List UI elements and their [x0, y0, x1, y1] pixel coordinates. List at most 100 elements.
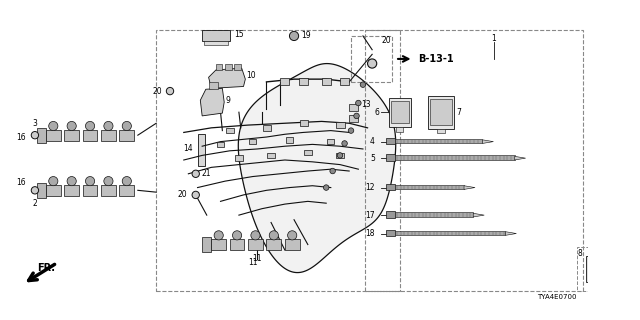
- Text: FR.: FR.: [37, 263, 55, 273]
- Bar: [437, 129, 445, 133]
- Text: 9: 9: [225, 96, 230, 105]
- Circle shape: [86, 177, 95, 186]
- Circle shape: [104, 177, 113, 186]
- Bar: [263, 125, 271, 131]
- Bar: [428, 96, 454, 129]
- Circle shape: [251, 231, 260, 240]
- Bar: [300, 121, 308, 126]
- Bar: [396, 127, 403, 132]
- Bar: [198, 134, 205, 166]
- Text: 16: 16: [16, 178, 26, 187]
- Text: 20: 20: [152, 87, 162, 96]
- Bar: [120, 185, 134, 196]
- Circle shape: [31, 187, 38, 194]
- Bar: [211, 239, 226, 250]
- Bar: [202, 237, 211, 252]
- Bar: [285, 239, 300, 250]
- Bar: [101, 130, 116, 141]
- Circle shape: [289, 31, 299, 41]
- Bar: [202, 29, 230, 41]
- Bar: [349, 115, 358, 122]
- Polygon shape: [464, 186, 475, 189]
- Bar: [304, 150, 312, 156]
- Circle shape: [354, 113, 359, 119]
- Text: 2: 2: [33, 199, 37, 208]
- Polygon shape: [483, 140, 493, 143]
- Text: 10: 10: [246, 71, 256, 80]
- Bar: [322, 78, 331, 85]
- Polygon shape: [209, 68, 245, 88]
- Bar: [101, 185, 116, 196]
- Circle shape: [67, 121, 76, 131]
- Text: 11: 11: [248, 259, 257, 268]
- Bar: [336, 153, 344, 158]
- Circle shape: [49, 121, 58, 131]
- Bar: [430, 99, 452, 125]
- Bar: [83, 130, 97, 141]
- Circle shape: [104, 121, 113, 131]
- Bar: [209, 82, 218, 89]
- Text: 12: 12: [365, 183, 375, 192]
- Circle shape: [348, 128, 354, 133]
- Bar: [36, 128, 46, 142]
- Bar: [340, 78, 349, 85]
- Circle shape: [232, 231, 242, 240]
- Bar: [204, 41, 228, 45]
- Bar: [365, 29, 584, 292]
- Circle shape: [49, 177, 58, 186]
- Bar: [388, 98, 411, 127]
- Bar: [65, 130, 79, 141]
- Bar: [225, 64, 232, 70]
- Bar: [120, 130, 134, 141]
- Bar: [336, 122, 344, 128]
- Bar: [395, 139, 483, 143]
- Bar: [390, 101, 409, 123]
- Circle shape: [629, 259, 639, 268]
- Text: TYA4E0700: TYA4E0700: [538, 294, 577, 300]
- Circle shape: [122, 177, 131, 186]
- Text: 20: 20: [178, 190, 188, 199]
- Bar: [386, 138, 395, 144]
- Circle shape: [122, 121, 131, 131]
- Bar: [226, 128, 234, 133]
- Circle shape: [192, 170, 200, 178]
- Polygon shape: [506, 232, 516, 235]
- Polygon shape: [473, 213, 484, 217]
- Bar: [36, 183, 46, 198]
- Text: 15: 15: [234, 30, 244, 39]
- Bar: [236, 156, 243, 161]
- Circle shape: [31, 132, 38, 139]
- Text: 19: 19: [301, 31, 311, 40]
- Bar: [216, 64, 222, 70]
- Circle shape: [360, 82, 365, 87]
- Bar: [249, 139, 257, 144]
- Polygon shape: [200, 88, 224, 116]
- Text: 21: 21: [201, 169, 211, 178]
- Text: 17: 17: [365, 211, 375, 220]
- Bar: [83, 185, 97, 196]
- Bar: [234, 64, 241, 70]
- Bar: [268, 153, 275, 158]
- Bar: [351, 36, 392, 82]
- Circle shape: [166, 87, 173, 95]
- Bar: [286, 137, 293, 142]
- Bar: [217, 142, 224, 147]
- Bar: [577, 247, 640, 292]
- Text: 14: 14: [183, 144, 193, 154]
- Bar: [280, 78, 289, 85]
- Text: 4: 4: [370, 137, 375, 146]
- Bar: [230, 239, 244, 250]
- Bar: [266, 239, 281, 250]
- Bar: [386, 184, 395, 190]
- Text: 11: 11: [253, 254, 262, 263]
- Bar: [327, 139, 335, 144]
- Bar: [46, 130, 61, 141]
- Circle shape: [356, 100, 361, 106]
- Circle shape: [67, 177, 76, 186]
- Text: 20: 20: [381, 36, 391, 45]
- Text: 7: 7: [457, 108, 461, 117]
- Circle shape: [269, 231, 278, 240]
- Text: 16: 16: [16, 132, 26, 141]
- Circle shape: [86, 121, 95, 131]
- Bar: [65, 185, 79, 196]
